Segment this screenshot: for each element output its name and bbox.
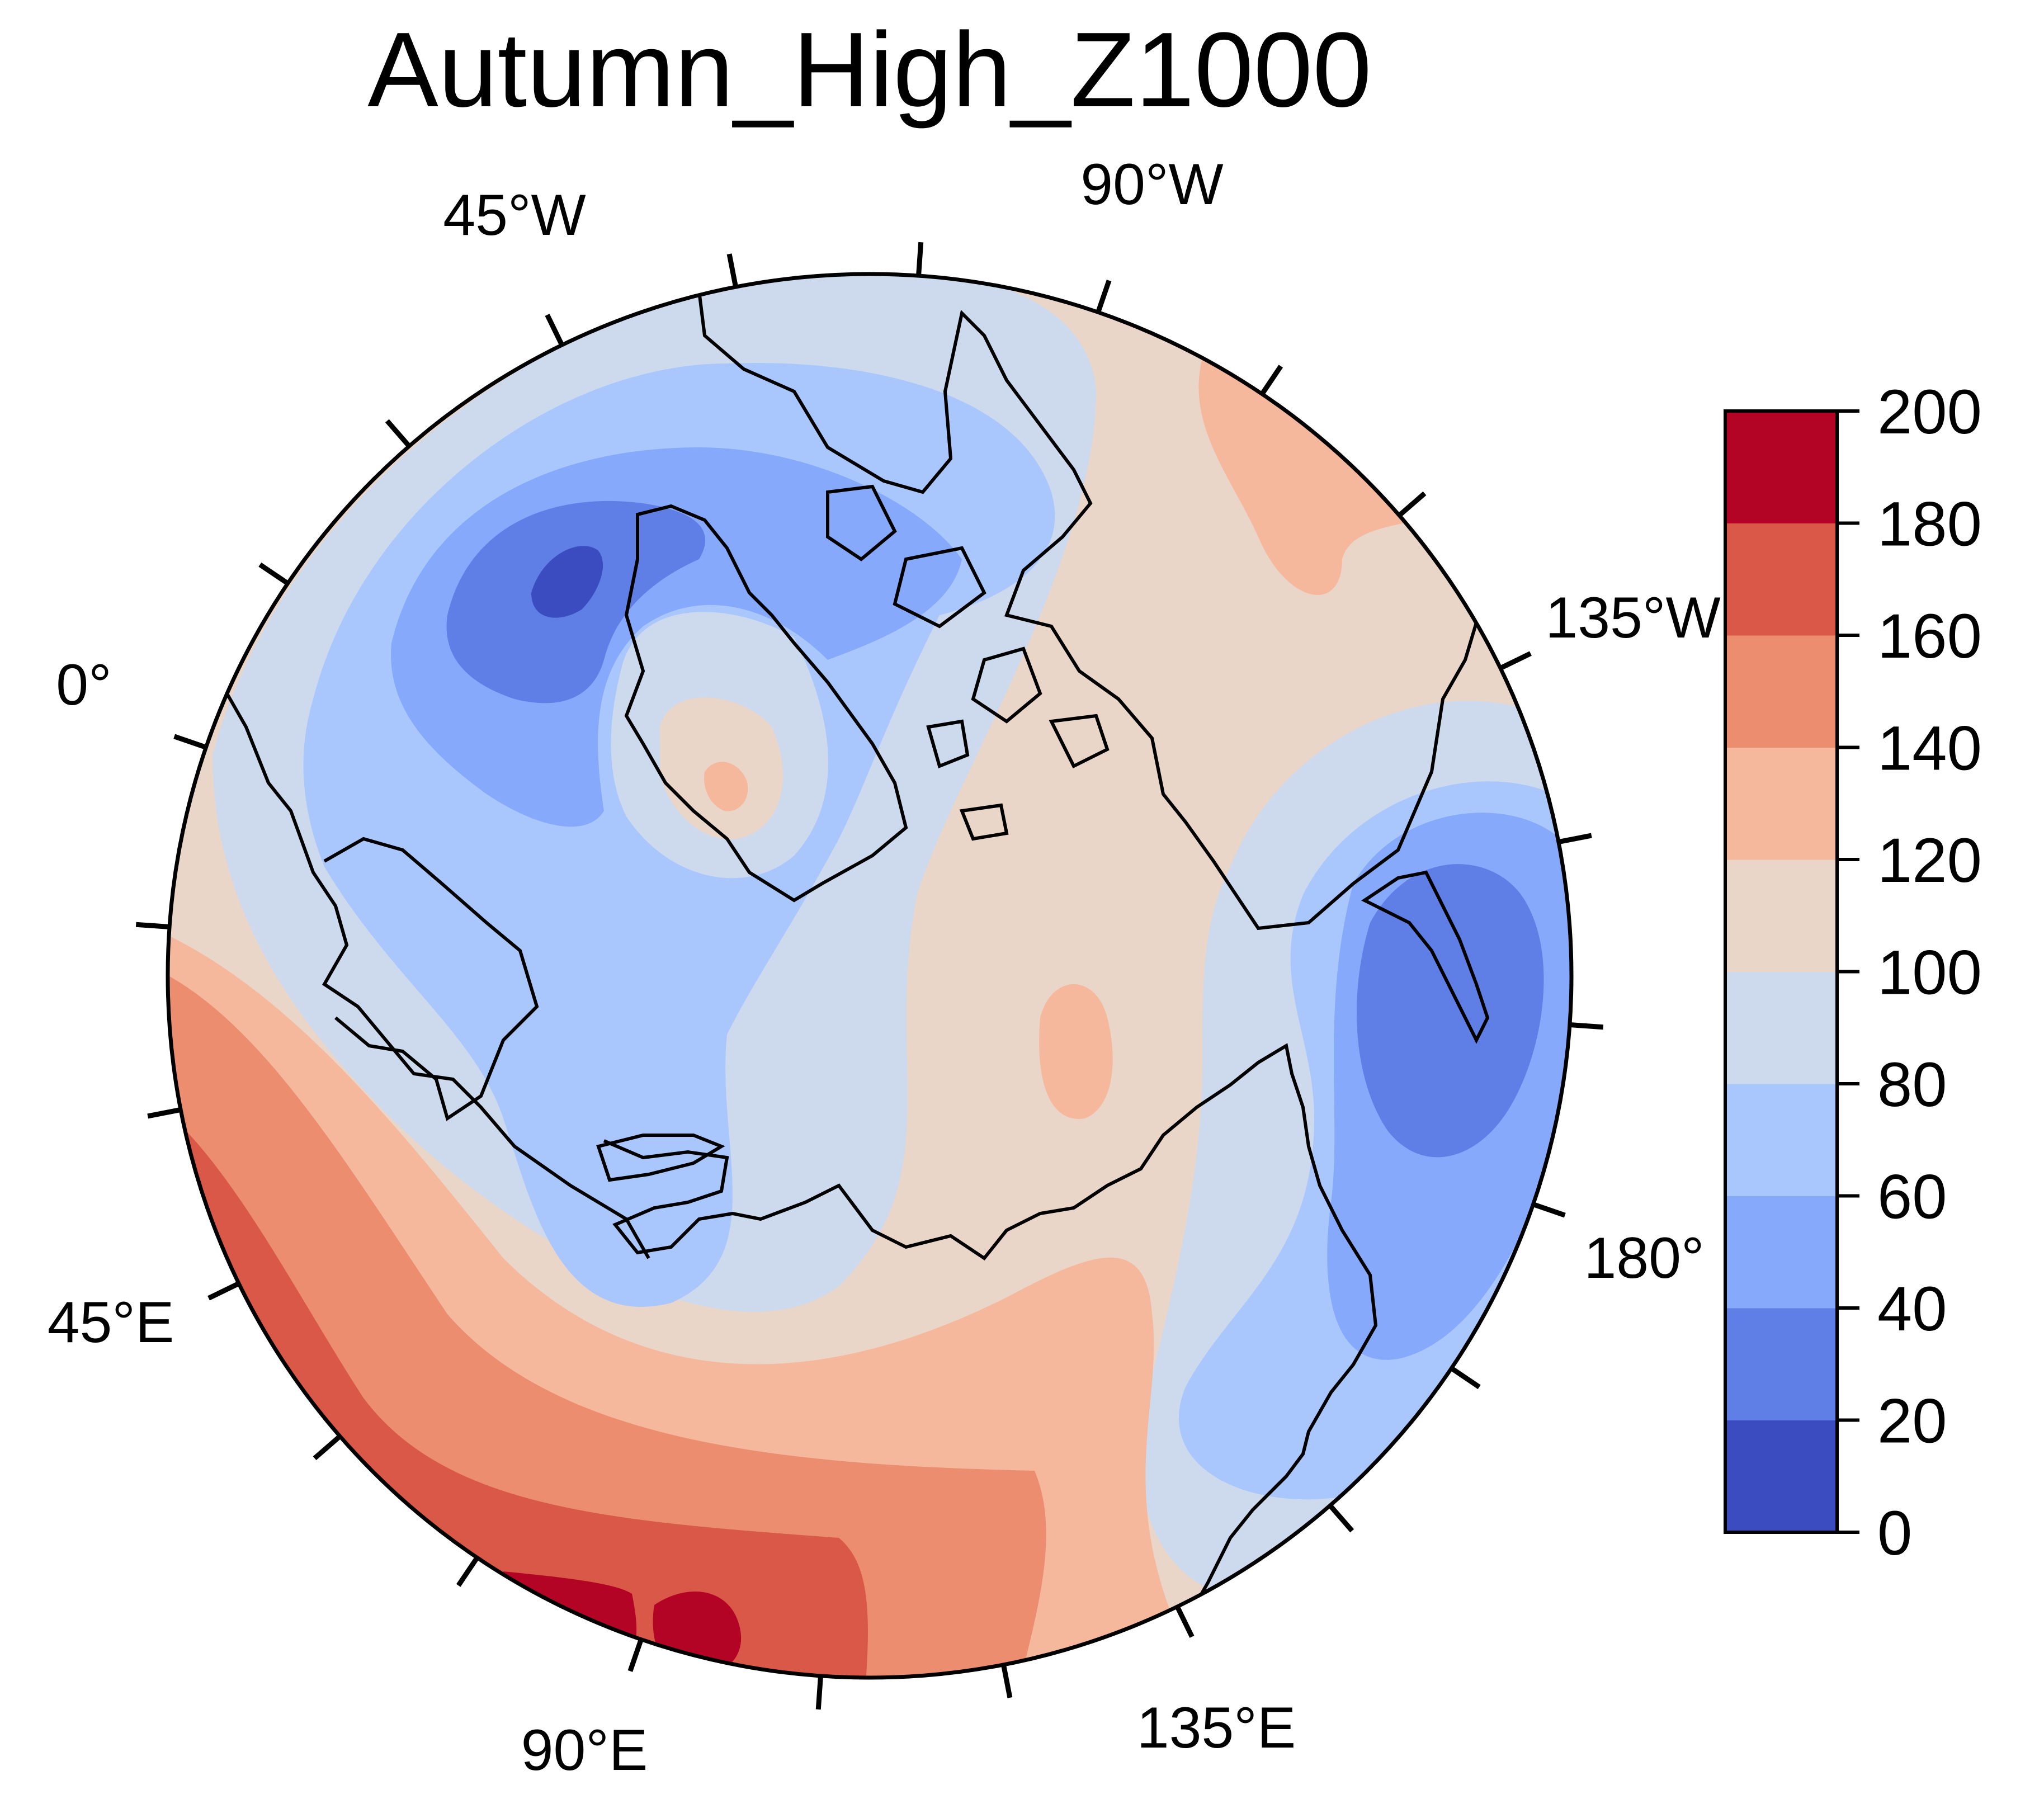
longitude-tick bbox=[258, 562, 290, 585]
band-20-40-pacific bbox=[1357, 864, 1544, 1158]
polar-map: 45°W 90°W 135°W 0° 180° 45°E 90°E 135°E bbox=[48, 152, 1721, 1783]
arctic-islands bbox=[826, 484, 1110, 841]
longitude-tick bbox=[147, 1107, 181, 1119]
z1000-contour-fill bbox=[168, 274, 1571, 1678]
colorbar-tick-label: 60 bbox=[1877, 1162, 1947, 1232]
colorbar-segment bbox=[1725, 1196, 1837, 1309]
colorbar-tick-label: 100 bbox=[1877, 938, 1982, 1008]
longitude-tick bbox=[1096, 280, 1112, 313]
longitude-tick bbox=[1328, 1504, 1354, 1533]
colorbar-tick-label: 160 bbox=[1877, 601, 1982, 671]
longitude-tick bbox=[173, 734, 207, 750]
longitude-tick bbox=[1532, 1202, 1566, 1218]
colorbar-segment bbox=[1725, 523, 1837, 636]
longitude-tick bbox=[135, 922, 170, 929]
colorbar-tick-label: 20 bbox=[1877, 1386, 1947, 1456]
longitude-tick bbox=[385, 419, 412, 448]
lon-label-90w: 90°W bbox=[1080, 152, 1223, 217]
siberia-coast bbox=[603, 1043, 1378, 1623]
lon-label-135e: 135°E bbox=[1137, 1696, 1296, 1760]
longitude-tick bbox=[545, 314, 564, 346]
colorbar-segment bbox=[1725, 1308, 1837, 1420]
band-0-20-atlantic bbox=[531, 546, 603, 618]
longitude-tick bbox=[1450, 1366, 1481, 1390]
colorbar-segment bbox=[1725, 635, 1837, 748]
canada-coast bbox=[697, 290, 1484, 931]
greenland-coast bbox=[624, 504, 908, 903]
longitude-tick bbox=[815, 1675, 823, 1710]
lon-label-0: 0° bbox=[56, 653, 111, 717]
colorbar-segment bbox=[1725, 1420, 1837, 1533]
band-120-140-greenland bbox=[704, 762, 748, 811]
longitude-tick bbox=[1398, 491, 1427, 518]
colorbar-tick-label: 120 bbox=[1877, 825, 1982, 895]
colorbar-tick-label: 140 bbox=[1877, 714, 1982, 783]
colorbar-tick-label: 180 bbox=[1877, 489, 1982, 559]
band-120-140-siberia bbox=[1039, 984, 1113, 1119]
longitude-tick bbox=[916, 242, 924, 276]
colorbar-segment bbox=[1725, 411, 1837, 523]
colorbar-tick-label: 200 bbox=[1877, 377, 1982, 447]
colorbar-tick-label: 80 bbox=[1877, 1050, 1947, 1120]
lon-label-135w: 135°W bbox=[1545, 585, 1720, 650]
colorbar: 0 20 40 60 80 100 120 140 160 180 200 bbox=[1724, 377, 1982, 1568]
longitude-tick bbox=[1558, 833, 1592, 844]
longitude-ticks bbox=[135, 242, 1604, 1710]
novaya-zemlya bbox=[596, 1134, 725, 1182]
longitude-tick bbox=[456, 1556, 479, 1587]
longitude-tick bbox=[1260, 365, 1283, 396]
colorbar-tick-label: 40 bbox=[1877, 1274, 1947, 1344]
longitude-tick bbox=[1175, 1605, 1195, 1638]
figure-title: Autumn_High_Z1000 bbox=[367, 11, 1372, 129]
longitude-tick bbox=[1001, 1664, 1013, 1698]
colorbar-segment bbox=[1725, 747, 1837, 860]
lon-label-45w: 45°W bbox=[443, 183, 586, 248]
longitude-tick bbox=[207, 1281, 240, 1301]
lon-label-45e: 45°E bbox=[48, 1290, 174, 1355]
longitude-tick bbox=[627, 1638, 644, 1672]
longitude-tick bbox=[1569, 1022, 1604, 1030]
longitude-tick bbox=[726, 253, 738, 287]
lon-label-180: 180° bbox=[1584, 1226, 1704, 1291]
lon-label-90e: 90°E bbox=[521, 1718, 648, 1783]
colorbar-segment bbox=[1725, 860, 1837, 972]
longitude-labels: 45°W 90°W 135°W 0° 180° 45°E 90°E 135°E bbox=[48, 152, 1721, 1783]
colorbar-segment bbox=[1725, 1084, 1837, 1196]
colorbar-segment bbox=[1725, 971, 1837, 1084]
map-frame bbox=[166, 272, 1574, 1680]
europe-coast bbox=[222, 687, 650, 1259]
kamchatka-coast bbox=[1361, 870, 1490, 1044]
coastlines bbox=[222, 290, 1490, 1623]
longitude-tick bbox=[1499, 651, 1532, 670]
colorbar-tick-label: 0 bbox=[1877, 1498, 1912, 1568]
scandinavia-coast bbox=[323, 837, 539, 1121]
longitude-tick bbox=[313, 1434, 342, 1461]
